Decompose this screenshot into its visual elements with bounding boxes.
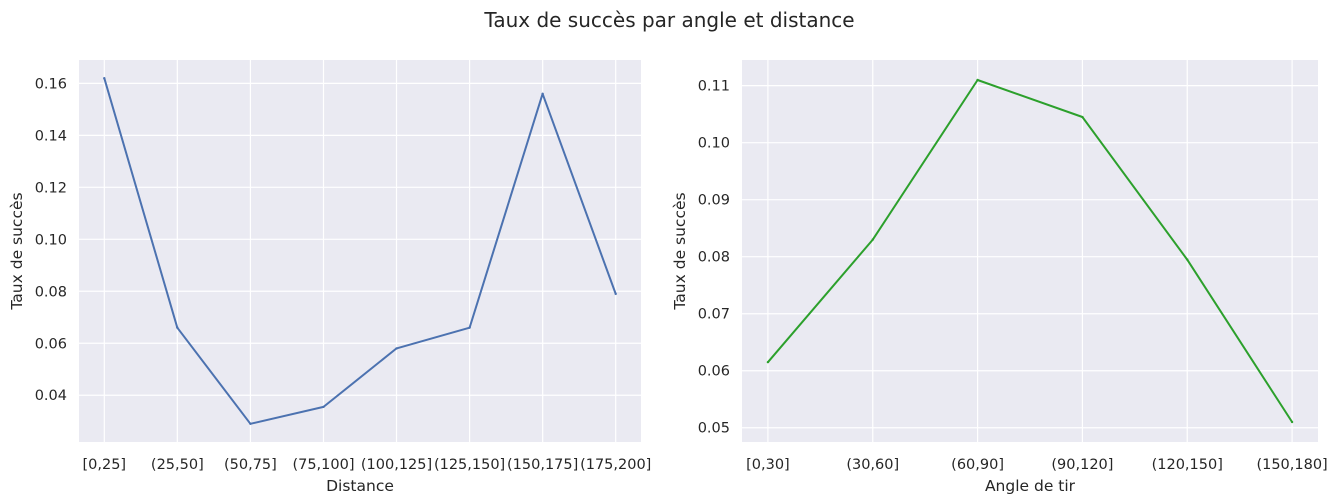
y-tick-label: 0.12 (35, 180, 67, 196)
data-point (249, 422, 252, 426)
data-point (176, 326, 179, 329)
x-tick-label: [0,25] (82, 457, 126, 473)
y-tick-label: 0.09 (698, 193, 730, 209)
y-tick-label: 0.05 (698, 421, 730, 437)
y-tick-label: 0.16 (35, 76, 67, 92)
x-tick-label: [0,30] (746, 457, 790, 473)
x-axis-label: Angle de tir (985, 477, 1076, 495)
data-point (1081, 115, 1084, 119)
x-tick-label: (100,125] (361, 457, 432, 473)
data-point (322, 405, 325, 409)
x-tick-label: (25,50] (151, 457, 204, 473)
x-tick-label: (75,100] (292, 457, 354, 473)
y-tick-label: 0.14 (35, 128, 67, 144)
chart-2: 0.05 0.06 0.07 0.08 0.09 0.10 0.11 [0,30] (30,60… (671, 60, 1328, 495)
y-tick-label: 0.10 (35, 232, 67, 248)
y-tick-label: 0.06 (698, 364, 730, 380)
data-point (103, 76, 106, 80)
data-point (976, 78, 979, 82)
x-tick-label: (150,180] (1256, 457, 1327, 473)
x-axis-label: Distance (326, 477, 394, 495)
data-point (541, 92, 544, 95)
data-point (1290, 420, 1294, 424)
y-tick-label: 0.07 (698, 307, 730, 323)
series-line (103, 77, 617, 425)
x-tick-label: (125,150] (434, 457, 505, 473)
plot-area (742, 60, 1318, 442)
y-tick-label: 0.04 (35, 388, 67, 404)
x-tick-label: (175,200] (580, 457, 651, 473)
y-axis-label: Taux de succès (8, 192, 26, 310)
y-tick-label: 0.08 (35, 284, 67, 300)
x-tick-label: (60,90] (951, 457, 1004, 473)
data-point (468, 326, 471, 329)
plot-area (79, 60, 641, 442)
data-point (1186, 258, 1189, 261)
x-tick-label: (50,75] (224, 457, 277, 473)
x-tick-label: (150,175] (507, 457, 578, 473)
data-point (871, 238, 874, 241)
y-axis-label: Taux de succès (671, 192, 689, 310)
data-point (395, 347, 398, 350)
x-tick-label: (90,120] (1051, 457, 1113, 473)
series-line (767, 79, 1293, 423)
data-point (614, 292, 617, 296)
data-point (766, 360, 770, 364)
figure-title: Taux de succès par angle et distance (484, 8, 855, 32)
y-tick-label: 0.10 (698, 136, 730, 152)
chart-1: 0.04 0.06 0.08 0.10 0.12 0.14 0.16 [0,25] (25,50… (8, 60, 651, 495)
y-tick-label: 0.11 (698, 79, 730, 95)
x-tick-label: (30,60] (846, 457, 899, 473)
y-tick-label: 0.06 (35, 336, 67, 352)
x-tick-label: (120,150] (1152, 457, 1223, 473)
y-tick-label: 0.08 (698, 250, 730, 266)
